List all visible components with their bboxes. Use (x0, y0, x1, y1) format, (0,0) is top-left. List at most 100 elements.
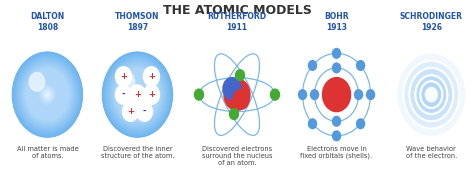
Text: +: + (120, 72, 127, 81)
Circle shape (131, 87, 144, 102)
Circle shape (16, 56, 79, 133)
Circle shape (37, 82, 58, 107)
Circle shape (106, 57, 169, 133)
Circle shape (123, 77, 152, 112)
Circle shape (29, 73, 65, 116)
Circle shape (41, 86, 54, 103)
Circle shape (133, 90, 142, 100)
Circle shape (115, 68, 160, 121)
Circle shape (107, 58, 168, 131)
Circle shape (31, 74, 64, 115)
Circle shape (128, 84, 146, 106)
Circle shape (130, 85, 145, 104)
Circle shape (32, 76, 63, 113)
Circle shape (117, 69, 158, 120)
Circle shape (105, 56, 170, 133)
Circle shape (29, 72, 66, 117)
Circle shape (112, 64, 163, 125)
Circle shape (123, 77, 152, 112)
Circle shape (30, 74, 64, 115)
Circle shape (109, 60, 166, 129)
Circle shape (410, 68, 453, 121)
Circle shape (36, 80, 59, 109)
Circle shape (102, 52, 173, 137)
Circle shape (103, 52, 172, 137)
Circle shape (15, 55, 80, 134)
Circle shape (322, 78, 351, 112)
Circle shape (107, 58, 168, 132)
Circle shape (22, 64, 73, 126)
Circle shape (36, 81, 58, 108)
Circle shape (111, 62, 164, 127)
Circle shape (36, 81, 59, 108)
Circle shape (144, 85, 159, 104)
Circle shape (14, 54, 81, 135)
Circle shape (13, 52, 82, 137)
Circle shape (32, 76, 63, 114)
Circle shape (126, 80, 149, 109)
Circle shape (136, 92, 139, 97)
Text: +: + (127, 107, 134, 116)
Circle shape (15, 55, 80, 134)
Circle shape (132, 88, 143, 101)
Circle shape (356, 61, 365, 70)
Circle shape (122, 76, 153, 113)
Circle shape (113, 65, 162, 124)
Circle shape (19, 60, 76, 129)
Text: Discovered electrons
surround the nucleus
of an atom.: Discovered electrons surround the nucleu… (202, 146, 272, 166)
Circle shape (12, 52, 82, 137)
Circle shape (135, 92, 140, 97)
Circle shape (33, 77, 62, 112)
Circle shape (13, 53, 82, 136)
Circle shape (41, 87, 54, 102)
Circle shape (103, 53, 172, 136)
Circle shape (115, 67, 160, 122)
Circle shape (110, 62, 164, 127)
Circle shape (16, 56, 79, 133)
Circle shape (136, 92, 139, 97)
Circle shape (39, 84, 56, 105)
Circle shape (129, 85, 146, 104)
Circle shape (25, 67, 70, 122)
Circle shape (44, 91, 51, 99)
Circle shape (236, 70, 245, 81)
Circle shape (24, 67, 71, 123)
Circle shape (33, 77, 62, 112)
Circle shape (106, 56, 169, 133)
Circle shape (125, 79, 150, 110)
Circle shape (26, 68, 69, 121)
Circle shape (130, 86, 145, 103)
Circle shape (124, 78, 151, 111)
Circle shape (23, 65, 72, 124)
Circle shape (310, 90, 319, 99)
Circle shape (29, 73, 65, 117)
Circle shape (105, 55, 170, 134)
Circle shape (112, 64, 163, 126)
Circle shape (33, 78, 62, 112)
Circle shape (117, 70, 158, 120)
Circle shape (45, 91, 50, 98)
Circle shape (333, 116, 340, 126)
Circle shape (35, 79, 60, 110)
Circle shape (426, 89, 437, 101)
Circle shape (114, 67, 161, 123)
Circle shape (30, 74, 64, 115)
Circle shape (194, 89, 203, 100)
Text: Electrons move in
fixed orbitals (shells).: Electrons move in fixed orbitals (shells… (301, 146, 373, 159)
Circle shape (127, 82, 148, 107)
Circle shape (107, 57, 168, 132)
Circle shape (111, 63, 164, 126)
Circle shape (415, 75, 447, 114)
Circle shape (129, 84, 146, 105)
Circle shape (116, 67, 131, 86)
Circle shape (106, 56, 169, 133)
Circle shape (108, 59, 167, 130)
Circle shape (123, 77, 152, 113)
Text: SCHRODINGER
1926: SCHRODINGER 1926 (400, 12, 463, 32)
Circle shape (131, 86, 144, 103)
Circle shape (425, 87, 438, 102)
Circle shape (23, 64, 72, 125)
Text: Wave behavior
of the electron.: Wave behavior of the electron. (406, 146, 457, 158)
Circle shape (403, 61, 459, 129)
Circle shape (121, 74, 154, 115)
